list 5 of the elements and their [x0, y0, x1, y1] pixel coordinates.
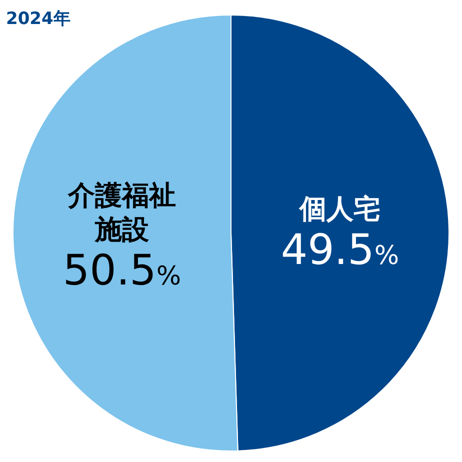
- slice-label: 介護福祉施設: [66, 180, 176, 246]
- data-label: 49.5%: [280, 225, 400, 274]
- slice-label: 個人宅: [298, 194, 380, 226]
- data-label: 50.5%: [62, 246, 182, 295]
- chart-title: 2024年: [6, 9, 70, 29]
